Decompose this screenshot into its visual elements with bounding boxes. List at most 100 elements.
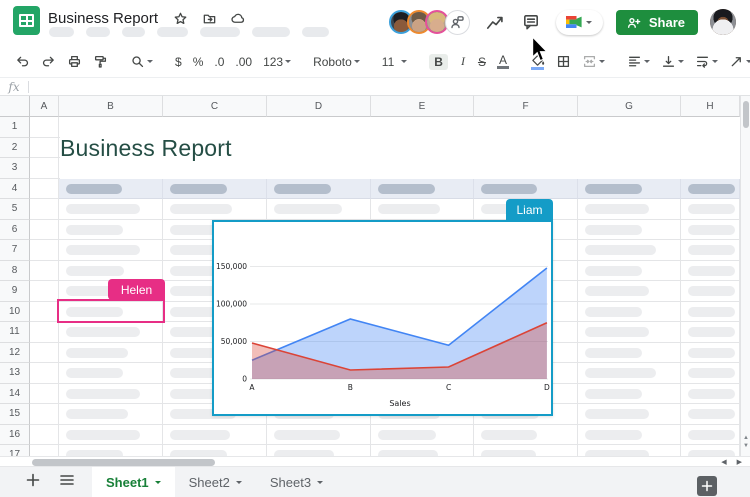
row-header-4[interactable]: 4 — [0, 178, 30, 199]
cell-H4[interactable] — [681, 178, 740, 199]
cell-G11[interactable] — [578, 322, 681, 343]
cell-G17[interactable] — [578, 445, 681, 456]
cell-A17[interactable] — [30, 445, 59, 456]
cell-C17[interactable] — [163, 445, 267, 456]
cell-H8[interactable] — [681, 260, 740, 281]
font-family-dropdown[interactable]: Roboto — [313, 55, 360, 69]
horizontal-scrollbar[interactable]: ◀ ▶ — [0, 456, 750, 467]
cell-A3[interactable] — [30, 158, 59, 179]
tab-sheet3-caret-icon[interactable] — [317, 480, 324, 487]
select-all-corner[interactable] — [0, 96, 30, 117]
cell-G12[interactable] — [578, 342, 681, 363]
cell-D5[interactable] — [267, 199, 371, 220]
row-header-14[interactable]: 14 — [0, 383, 30, 404]
cell-B12[interactable] — [59, 342, 163, 363]
cell-B15[interactable] — [59, 404, 163, 425]
row-header-17[interactable]: 17 — [0, 445, 30, 456]
row-header-10[interactable]: 10 — [0, 301, 30, 322]
row-header-9[interactable]: 9 — [0, 281, 30, 302]
cell-H11[interactable] — [681, 322, 740, 343]
scroll-right-arrow[interactable]: ▶ — [736, 458, 742, 466]
scroll-left-arrow[interactable]: ◀ — [721, 458, 727, 466]
cell-G10[interactable] — [578, 301, 681, 322]
cell-A9[interactable] — [30, 281, 59, 302]
cell-A10[interactable] — [30, 301, 59, 322]
font-size-dropdown[interactable]: 11 — [382, 55, 408, 69]
trend-arrow-icon[interactable] — [484, 11, 506, 33]
row-header-12[interactable]: 12 — [0, 342, 30, 363]
horizontal-scrollbar-thumb[interactable] — [32, 459, 215, 466]
increase-decimal-button[interactable]: .00 — [235, 54, 253, 69]
document-title[interactable]: Business Report — [48, 9, 159, 27]
cell-A8[interactable] — [30, 260, 59, 281]
row-header-8[interactable]: 8 — [0, 260, 30, 281]
cell-A15[interactable] — [30, 404, 59, 425]
decrease-decimal-button[interactable]: .0 — [214, 54, 225, 69]
format-percent-button[interactable]: % — [192, 54, 204, 69]
row-header-16[interactable]: 16 — [0, 424, 30, 445]
row-header-15[interactable]: 15 — [0, 404, 30, 425]
cell-B14[interactable] — [59, 383, 163, 404]
cell-C5[interactable] — [163, 199, 267, 220]
row-header-3[interactable]: 3 — [0, 158, 30, 179]
cell-F16[interactable] — [474, 424, 578, 445]
cell-A1[interactable] — [30, 117, 59, 138]
cell-B17[interactable] — [59, 445, 163, 456]
undo-button[interactable] — [15, 54, 30, 69]
vertical-scrollbar-thumb[interactable] — [743, 101, 749, 128]
redo-button[interactable] — [41, 54, 56, 69]
cell-G14[interactable] — [578, 383, 681, 404]
more-formats-button[interactable]: 123 — [263, 55, 292, 69]
cell-G16[interactable] — [578, 424, 681, 445]
text-rotation-button[interactable] — [729, 54, 750, 69]
all-sheets-menu-button[interactable] — [60, 473, 74, 491]
share-button[interactable]: Share — [615, 9, 698, 35]
cell-H17[interactable] — [681, 445, 740, 456]
zoom-button[interactable] — [130, 54, 153, 69]
comment-history-icon[interactable] — [520, 11, 542, 33]
cell-A4[interactable] — [30, 178, 59, 199]
profile-avatar[interactable] — [710, 9, 736, 35]
cell-E5[interactable] — [371, 199, 474, 220]
cell-G7[interactable] — [578, 240, 681, 261]
cell-E4[interactable] — [371, 178, 474, 199]
meet-button[interactable] — [555, 9, 603, 35]
print-button[interactable] — [67, 54, 82, 69]
tab-sheet3[interactable]: Sheet3 — [256, 467, 337, 497]
cell-H16[interactable] — [681, 424, 740, 445]
cell-G4[interactable] — [578, 178, 681, 199]
cell-H5[interactable] — [681, 199, 740, 220]
cell-A7[interactable] — [30, 240, 59, 261]
cell-H7[interactable] — [681, 240, 740, 261]
row-header-11[interactable]: 11 — [0, 322, 30, 343]
cell-D16[interactable] — [267, 424, 371, 445]
cell-H15[interactable] — [681, 404, 740, 425]
row-header-13[interactable]: 13 — [0, 363, 30, 384]
cell-C4[interactable] — [163, 178, 267, 199]
cell-A14[interactable] — [30, 383, 59, 404]
column-header-D[interactable]: D — [267, 96, 371, 117]
column-header-G[interactable]: G — [578, 96, 681, 117]
paint-format-button[interactable] — [93, 54, 108, 69]
sheets-logo-icon[interactable] — [13, 6, 40, 35]
cell-A5[interactable] — [30, 199, 59, 220]
cell-G6[interactable] — [578, 219, 681, 240]
move-folder-icon[interactable] — [198, 7, 220, 29]
title-cell[interactable]: Business Report — [60, 117, 740, 179]
cell-H13[interactable] — [681, 363, 740, 384]
cell-G5[interactable] — [578, 199, 681, 220]
cell-H9[interactable] — [681, 281, 740, 302]
cell-B13[interactable] — [59, 363, 163, 384]
cell-B4[interactable] — [59, 178, 163, 199]
tab-sheet2[interactable]: Sheet2 — [175, 467, 256, 497]
borders-button[interactable] — [556, 54, 571, 69]
column-header-C[interactable]: C — [163, 96, 267, 117]
cell-G15[interactable] — [578, 404, 681, 425]
cell-B11[interactable] — [59, 322, 163, 343]
cloud-status-icon[interactable] — [227, 7, 249, 29]
row-header-5[interactable]: 5 — [0, 199, 30, 220]
format-currency-button[interactable]: $ — [175, 54, 182, 69]
row-header-7[interactable]: 7 — [0, 240, 30, 261]
cell-G8[interactable] — [578, 260, 681, 281]
vertical-scrollbar-arrows[interactable]: ▲ ▼ — [743, 435, 749, 449]
